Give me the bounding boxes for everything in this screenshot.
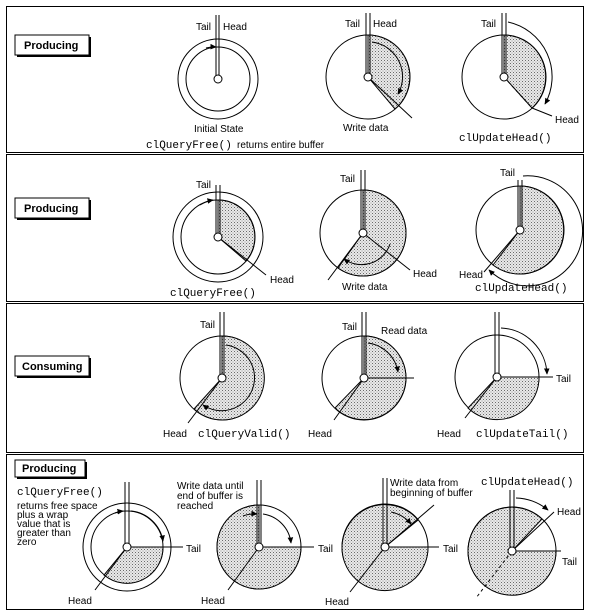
note-line: beginning of buffer xyxy=(390,488,473,499)
buffer-diagram-write-to-end: Write data until end of buffer is reache… xyxy=(177,480,333,607)
head-label: Head xyxy=(413,269,437,280)
caption: Write data xyxy=(342,282,388,293)
tail-label: Tail xyxy=(340,174,355,185)
buffer-diagram-update-head-wrap: clUpdateHead() Head Tail xyxy=(467,477,581,599)
panel-title: Producing xyxy=(24,40,78,52)
panel-title-box: Producing xyxy=(14,34,91,57)
head-label: Head xyxy=(459,270,483,281)
note-line: greater than xyxy=(17,528,71,539)
note-line: zero xyxy=(17,537,37,548)
tail-label: Tail xyxy=(556,374,571,385)
note-line: plus a wrap xyxy=(17,510,69,521)
note-line: value that is xyxy=(17,519,70,530)
tail-label: Tail xyxy=(200,320,215,331)
tail-label: Tail xyxy=(481,19,496,30)
function-name: clUpdateHead() xyxy=(475,283,567,295)
buffer-diagram-write-data: Tail Head Write data xyxy=(319,170,437,293)
note-line: returns free space xyxy=(17,501,98,512)
buffer-diagram-query-valid: Tail Head clQueryValid() xyxy=(163,312,290,441)
head-label: Head xyxy=(68,596,92,607)
tail-label: Tail xyxy=(443,544,458,555)
function-name: clQueryFree() xyxy=(17,487,103,499)
note-line: end of buffer is xyxy=(177,491,243,502)
buffer-diagram-query-free: Tail Head clQueryFree() xyxy=(170,180,294,300)
panel-title: Consuming xyxy=(22,361,83,373)
head-label: Head xyxy=(325,597,349,608)
head-label: Head xyxy=(373,19,397,30)
buffer-diagram-update-tail: Tail Head clUpdateTail() xyxy=(437,312,571,441)
function-name: clUpdateHead() xyxy=(481,477,573,489)
buffer-diagram-query-free-wrap: clQueryFree() returns free space plus a … xyxy=(17,482,201,607)
head-label: Head xyxy=(163,429,187,440)
tail-label: Tail xyxy=(318,544,333,555)
tail-label: Tail xyxy=(500,168,515,179)
head-label: Head xyxy=(223,22,247,33)
function-name: clQueryFree() xyxy=(146,140,232,152)
panel-title-box: Consuming xyxy=(14,355,91,378)
function-name: clUpdateHead() xyxy=(459,133,551,145)
buffer-diagram-write-data: Tail Head Write data xyxy=(325,13,413,134)
panel-title-box: Producing xyxy=(14,459,87,479)
tail-label: Tail xyxy=(562,557,577,568)
buffer-diagram-write-from-beginning: Write data from beginning of buffer Tail… xyxy=(325,478,473,608)
panel-producing-1: Producing Tail Head Initial State Tail H… xyxy=(6,6,584,153)
panel-producing-2: Producing Tail Head clQueryFree() xyxy=(6,154,584,302)
buffer-diagram-read-data: Tail Read data Head xyxy=(308,312,428,440)
head-label: Head xyxy=(270,275,294,286)
head-label: Head xyxy=(555,115,579,126)
buffer-diagram-initial-state: Tail Head Initial State xyxy=(177,15,259,135)
head-label: Head xyxy=(437,429,461,440)
head-label: Head xyxy=(557,507,581,518)
tail-label: Tail xyxy=(196,22,211,33)
function-name: clQueryValid() xyxy=(198,429,290,441)
tail-label: Tail xyxy=(186,544,201,555)
caption: Write data xyxy=(343,123,389,134)
panel-consuming: Consuming Tail Head clQueryValid() xyxy=(6,303,584,453)
function-name: clUpdateTail() xyxy=(476,429,568,441)
note-line: reached xyxy=(177,501,213,512)
note-line: Write data from xyxy=(390,478,458,489)
panel-title: Producing xyxy=(24,203,78,215)
caption: Read data xyxy=(381,326,428,337)
note-line: Write data until xyxy=(177,481,244,492)
buffer-diagram-update-head: Tail Head clUpdateHead() xyxy=(459,168,584,295)
panel-title-box: Producing xyxy=(14,197,91,220)
tail-label: Tail xyxy=(196,180,211,191)
head-label: Head xyxy=(308,429,332,440)
panel-title: Producing xyxy=(22,463,76,475)
tail-label: Tail xyxy=(342,322,357,333)
head-label: Head xyxy=(201,596,225,607)
caption: Initial State xyxy=(194,124,244,135)
buffer-diagram-update-head: Tail Head clUpdateHead() xyxy=(459,13,579,145)
function-name: clQueryFree() xyxy=(170,288,256,300)
footer-text: returns entire buffer xyxy=(237,140,325,151)
tail-label: Tail xyxy=(345,19,360,30)
panel-producing-3: Producing clQueryFree() returns free spa… xyxy=(6,454,584,610)
panel-footer: clQueryFree() returns entire buffer xyxy=(146,140,325,152)
